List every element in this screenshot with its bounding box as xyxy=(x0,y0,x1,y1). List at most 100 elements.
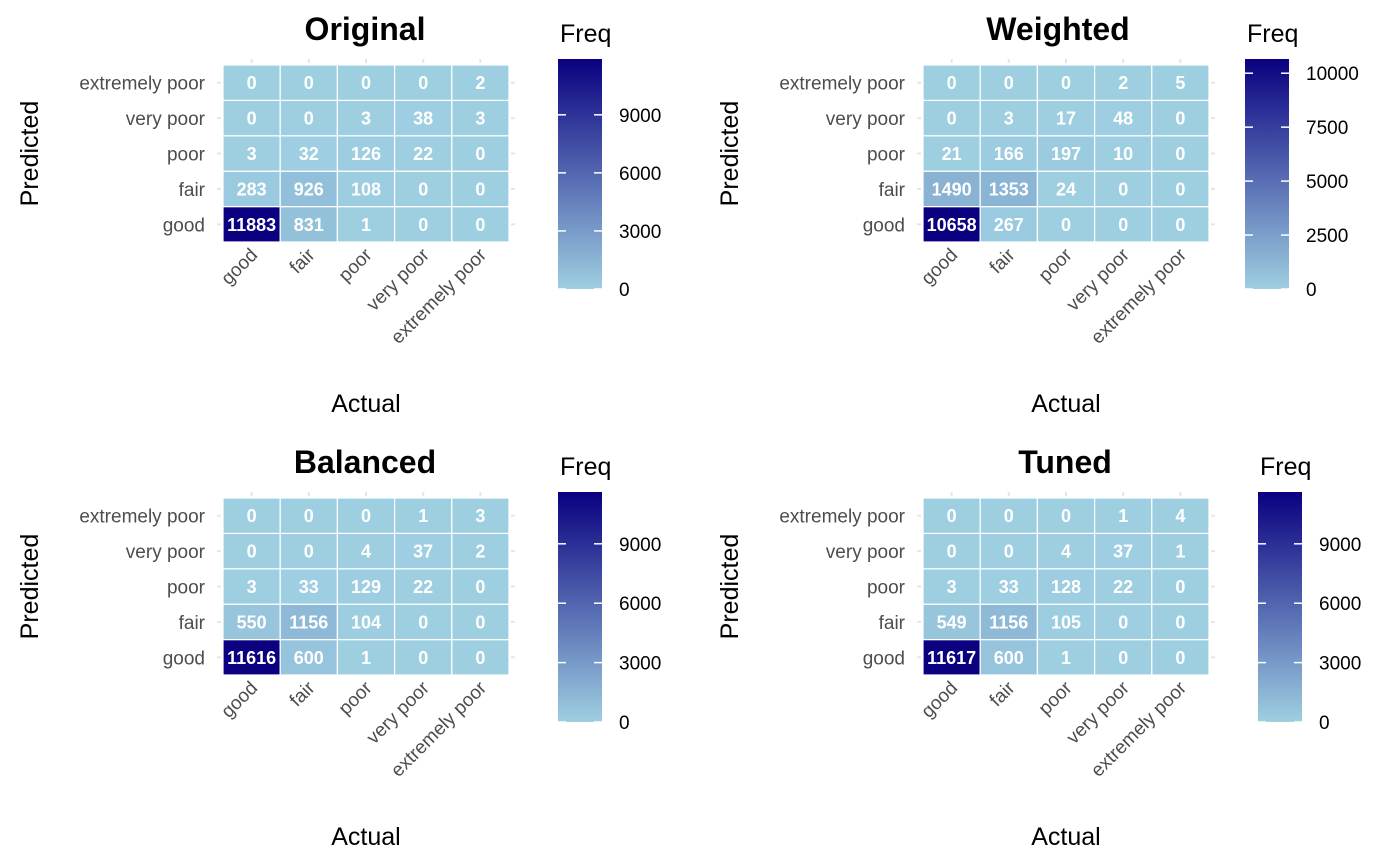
heatmap-cell xyxy=(394,135,453,172)
legend-tick-label: 9000 xyxy=(619,106,661,127)
cell-value-label: 38 xyxy=(413,109,433,129)
cell-value-label: 0 xyxy=(304,506,314,526)
heatmap-cell xyxy=(922,170,981,208)
x-tick-label: fair xyxy=(986,677,1020,711)
heatmap-cell xyxy=(451,206,510,243)
cell-value-label: 4 xyxy=(1061,542,1071,562)
cell-value-label: 11617 xyxy=(927,648,976,668)
cell-value-label: 0 xyxy=(1004,542,1014,562)
cell-value-label: 37 xyxy=(1113,542,1133,562)
heatmap-cell xyxy=(279,64,339,102)
x-axis-title: Actual xyxy=(331,823,400,851)
heatmap-cell xyxy=(222,170,281,208)
heatmap-cell xyxy=(979,603,1039,641)
heatmap-cell xyxy=(979,170,1039,208)
heatmap-cell xyxy=(979,99,1039,137)
y-tick-label: fair xyxy=(179,180,206,201)
heatmap-cell xyxy=(1036,638,1096,676)
heatmap-panel-balanced: Balanced Predicted Actual good fair poor very … xyxy=(16,444,661,851)
cell-value-label: 0 xyxy=(304,73,314,93)
cell-value-label: 0 xyxy=(418,648,428,668)
cell-value-label: 104 xyxy=(351,612,381,632)
y-tick-label: good xyxy=(863,648,905,669)
heatmap-cell xyxy=(394,497,453,535)
heatmap-panel-weighted: Weighted Predicted Actual good fair poor very … xyxy=(716,11,1359,418)
cell-value-label: 1 xyxy=(1118,506,1128,526)
heatmap-cell xyxy=(922,206,981,243)
x-axis-title: Actual xyxy=(331,390,400,418)
cell-value-label: 5 xyxy=(1175,73,1185,93)
legend-title: Freq xyxy=(560,20,611,48)
cell-value-label: 128 xyxy=(1051,577,1081,597)
cell-value-label: 0 xyxy=(304,109,314,129)
cell-value-label: 2 xyxy=(475,73,485,93)
heatmap-panel-original: Original Predicted Actual good fair poor very … xyxy=(16,11,661,418)
y-tick-label: very poor xyxy=(126,542,206,563)
y-tick-label: poor xyxy=(867,578,906,599)
panel-title: Weighted xyxy=(986,11,1129,47)
heatmap-cell xyxy=(1151,170,1210,208)
heatmap-cell xyxy=(1093,206,1153,243)
cell-value-label: 0 xyxy=(475,144,485,164)
heatmap-cell xyxy=(1151,638,1210,676)
cell-value-label: 197 xyxy=(1051,144,1081,164)
cell-value-label: 0 xyxy=(418,215,428,235)
x-tick-label: poor xyxy=(335,244,377,286)
legend-tick-label: 3000 xyxy=(619,222,661,243)
cell-value-label: 0 xyxy=(247,109,257,129)
cell-value-label: 21 xyxy=(942,144,962,164)
x-tick-label: fair xyxy=(286,677,320,711)
legend-tick-label: 10000 xyxy=(1306,64,1359,85)
y-tick-label: good xyxy=(863,215,905,236)
heatmap-cell xyxy=(1093,64,1153,102)
cell-value-label: 0 xyxy=(947,542,957,562)
heatmap-cell xyxy=(922,568,981,605)
legend-colorbar xyxy=(558,59,602,289)
heatmap-cell xyxy=(1036,170,1096,208)
cell-value-label: 108 xyxy=(351,179,381,199)
legend-title: Freq xyxy=(1260,453,1311,481)
cell-value-label: 1490 xyxy=(932,179,972,199)
x-tick-label: fair xyxy=(986,244,1020,278)
cell-value-label: 0 xyxy=(475,215,485,235)
cell-value-label: 0 xyxy=(1118,215,1128,235)
heatmap-cell xyxy=(279,99,339,137)
x-tick-label: good xyxy=(917,245,962,290)
cell-value-label: 0 xyxy=(475,179,485,199)
legend-colorbar xyxy=(1258,492,1302,722)
x-tick-label: good xyxy=(217,678,262,723)
cell-value-label: 267 xyxy=(994,215,1024,235)
x-tick-label: good xyxy=(917,678,962,723)
heatmap-cell xyxy=(922,532,981,570)
heatmap-cell xyxy=(1093,532,1153,570)
cell-value-label: 3 xyxy=(361,109,371,129)
heatmap-cell xyxy=(979,206,1039,243)
legend-title: Freq xyxy=(1247,20,1298,48)
heatmap-cell xyxy=(979,64,1039,102)
heatmap-cell xyxy=(922,64,981,102)
cell-value-label: 550 xyxy=(237,612,267,632)
heatmap-cell xyxy=(394,64,453,102)
cell-value-label: 33 xyxy=(299,577,319,597)
y-tick-label: poor xyxy=(167,145,206,166)
heatmap-cell xyxy=(1151,532,1210,570)
heatmap-cell xyxy=(451,603,510,641)
cell-value-label: 0 xyxy=(1175,612,1185,632)
heatmap-cell xyxy=(1093,603,1153,641)
heatmap-cell xyxy=(1151,135,1210,172)
panel-title: Original xyxy=(305,11,426,47)
cell-value-label: 11616 xyxy=(227,648,276,668)
heatmap-cell xyxy=(1036,568,1096,605)
x-tick-label: fair xyxy=(286,244,320,278)
cell-value-label: 0 xyxy=(1175,648,1185,668)
cell-value-label: 32 xyxy=(299,144,319,164)
legend-tick-label: 9000 xyxy=(619,535,661,556)
cell-value-label: 0 xyxy=(1175,577,1185,597)
panel-title: Balanced xyxy=(294,444,436,480)
cell-value-label: 0 xyxy=(418,612,428,632)
cell-value-label: 4 xyxy=(361,542,371,562)
heatmap-cell xyxy=(451,497,510,535)
cell-value-label: 126 xyxy=(351,144,381,164)
cell-value-label: 1 xyxy=(1061,648,1071,668)
